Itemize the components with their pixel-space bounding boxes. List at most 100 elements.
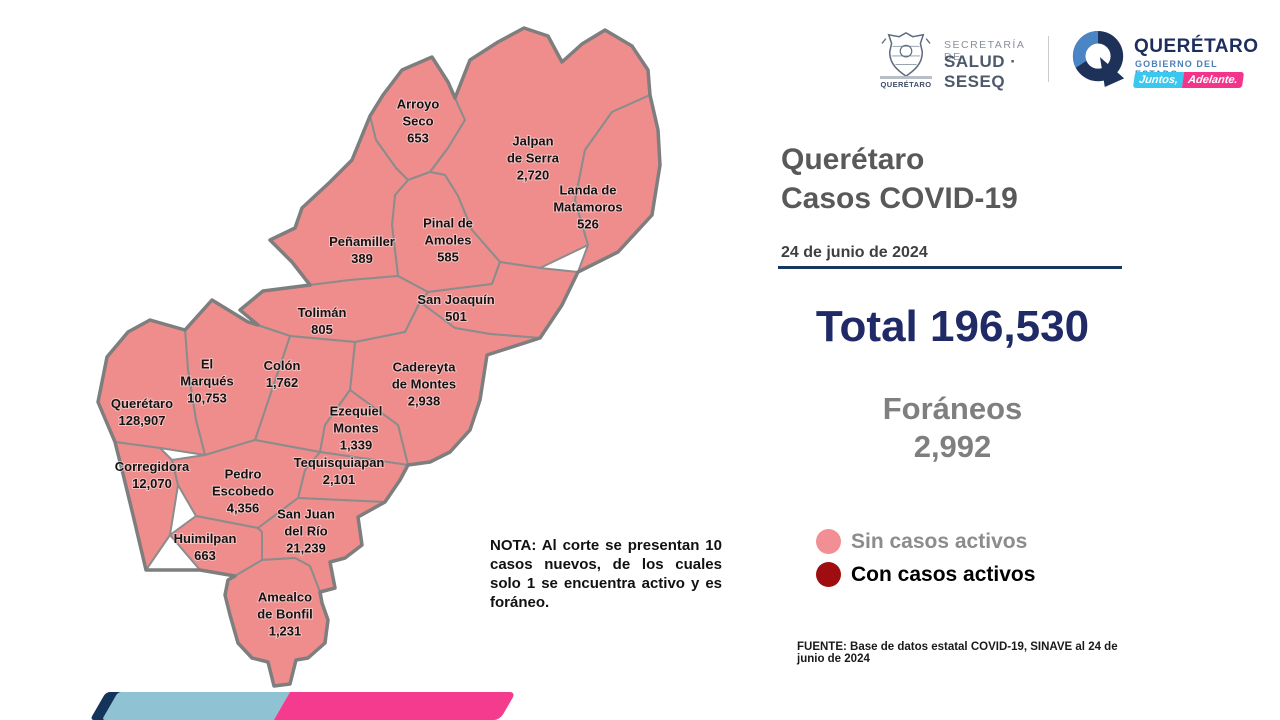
svg-text:Pinal de: Pinal de <box>423 216 473 231</box>
ribbon-pink-segment <box>273 692 516 720</box>
svg-text:501: 501 <box>445 309 467 324</box>
estado-wordmark: QUERÉTARO <box>1134 36 1259 57</box>
svg-text:2,720: 2,720 <box>517 168 550 183</box>
svg-text:1,231: 1,231 <box>269 624 302 639</box>
svg-text:128,907: 128,907 <box>119 413 166 428</box>
svg-text:663: 663 <box>194 548 216 563</box>
svg-text:Amealco: Amealco <box>258 590 312 605</box>
foraneos-value: 2,992 <box>913 429 992 464</box>
svg-text:Escobedo: Escobedo <box>212 484 274 499</box>
svg-text:Marqués: Marqués <box>180 374 233 389</box>
report-date: 24 de junio de 2024 <box>781 244 928 261</box>
svg-text:653: 653 <box>407 131 429 146</box>
svg-text:El: El <box>201 357 213 372</box>
secretaria-de-label: SECRETARÍA DE <box>944 39 1025 63</box>
svg-text:10,753: 10,753 <box>187 391 227 406</box>
svg-text:San Joaquín: San Joaquín <box>417 292 494 307</box>
gobierno-estado-logo: QUERÉTARO GOBIERNO DEL ESTADO Juntos, Ad… <box>1070 28 1258 92</box>
legend-swatch-con <box>816 562 841 587</box>
svg-text:Jalpan: Jalpan <box>512 134 553 149</box>
municipality-label-queretaro: Querétaro 128,907 <box>110 395 174 429</box>
map-legend: Sin casos activos Con casos activos <box>816 528 1035 594</box>
svg-text:Ezequiel: Ezequiel <box>330 404 383 419</box>
svg-text:Amoles: Amoles <box>425 233 472 248</box>
svg-text:526: 526 <box>577 217 599 232</box>
svg-text:Peñamiller: Peñamiller <box>329 234 395 249</box>
svg-text:Arroyo: Arroyo <box>397 97 440 112</box>
svg-text:Matamoros: Matamoros <box>553 200 622 215</box>
svg-text:Pedro: Pedro <box>225 467 262 482</box>
municipality-label-toliman: Tolimán 805 <box>297 304 348 338</box>
svg-text:Montes: Montes <box>333 421 379 436</box>
page-title-line1: Querétaro <box>781 143 925 176</box>
municipality-label-pedro-escobedo: Pedro Escobedo 4,356 <box>211 466 275 517</box>
salud-seseq-logo: QUERÉTARO SECRETARÍA DE SALUD · SESEQ <box>878 30 1043 92</box>
svg-text:12,070: 12,070 <box>132 476 172 491</box>
svg-text:Colón: Colón <box>264 358 301 373</box>
svg-text:de Serra: de Serra <box>507 151 560 166</box>
municipality-label-san-joaquin: San Joaquín 501 <box>416 291 495 325</box>
municipality-label-san-juan-del-rio: San Juan del Río 21,239 <box>276 506 336 557</box>
total-value: 196,530 <box>930 302 1090 351</box>
svg-text:Querétaro: Querétaro <box>111 396 173 411</box>
svg-text:Seco: Seco <box>402 114 433 129</box>
svg-text:2,101: 2,101 <box>323 472 356 487</box>
legend-row-sin-casos: Sin casos activos <box>816 528 1035 555</box>
svg-text:Corregidora: Corregidora <box>115 459 190 474</box>
state-outline <box>96 26 662 688</box>
svg-text:2,938: 2,938 <box>408 394 441 409</box>
page-title-line2: Casos COVID-19 <box>781 182 1018 215</box>
total-label: Total <box>815 302 918 351</box>
note-text: NOTA: Al corte se presentan 10 casos nue… <box>490 537 722 611</box>
svg-text:Tequisquiapan: Tequisquiapan <box>294 455 385 470</box>
legend-row-con-casos: Con casos activos <box>816 561 1035 588</box>
municipality-label-landa-de-matamoros: Landa de Matamoros 526 <box>552 182 623 233</box>
svg-text:de Montes: de Montes <box>392 377 456 392</box>
foraneos-label: Foráneos <box>882 391 1023 426</box>
juntos-adelante-badge: Juntos, Adelante. <box>1132 72 1244 88</box>
municipality-label-pinal-de-amoles: Pinal de Amoles 585 <box>422 215 474 266</box>
svg-text:del Río: del Río <box>284 524 327 539</box>
municipality-label-huimilpan: Huimilpan 663 <box>173 530 238 564</box>
svg-text:San Juan: San Juan <box>277 507 335 522</box>
municipality-amealco-de-bonfil <box>224 557 329 687</box>
svg-text:805: 805 <box>311 322 333 337</box>
ribbon-blue-segment <box>101 692 290 720</box>
total-cases: Total 196,530 <box>780 302 1125 352</box>
badge-adelante: Adelante. <box>1182 72 1244 88</box>
crest-state-name: QUERÉTARO <box>880 80 932 89</box>
municipality-label-arroyo-seco: Arroyo Seco 653 <box>396 96 441 147</box>
date-underline <box>778 266 1122 269</box>
page-title: Querétaro Casos COVID-19 <box>781 140 1018 218</box>
footer-ribbon <box>89 692 520 720</box>
svg-text:Landa de: Landa de <box>559 183 616 198</box>
svg-text:Tolimán: Tolimán <box>298 305 347 320</box>
svg-text:1,762: 1,762 <box>266 375 299 390</box>
logo-divider <box>1048 36 1049 82</box>
municipality-label-ezequiel-montes: Ezequiel Montes 1,339 <box>329 403 384 454</box>
svg-text:21,239: 21,239 <box>286 541 326 556</box>
badge-juntos: Juntos, <box>1132 72 1185 88</box>
legend-label-con: Con casos activos <box>851 562 1036 586</box>
svg-text:1,339: 1,339 <box>340 438 373 453</box>
municipality-label-corregidora: Corregidora 12,070 <box>114 458 191 492</box>
state-crest-icon <box>881 31 931 78</box>
svg-text:585: 585 <box>437 250 459 265</box>
legend-swatch-sin <box>816 529 841 554</box>
municipality-label-cadereyta-de-montes: Cadereyta de Montes 2,938 <box>391 359 457 410</box>
municipality-label-tequisquiapan: Tequisquiapan 2,101 <box>293 454 386 488</box>
salud-seseq-label: SALUD · SESEQ <box>944 52 1017 91</box>
svg-text:Cadereyta: Cadereyta <box>393 360 457 375</box>
legend-label-sin: Sin casos activos <box>851 529 1028 553</box>
svg-text:4,356: 4,356 <box>227 501 260 516</box>
municipality-label-el-marques: El Marqués 10,753 <box>179 356 234 407</box>
svg-text:de Bonfil: de Bonfil <box>257 607 313 622</box>
municipality-label-jalpan-de-serra: Jalpan de Serra 2,720 <box>506 133 561 184</box>
municipality-label-amealco-de-bonfil: Amealco de Bonfil 1,231 <box>256 589 314 640</box>
source-text: FUENTE: Base de datos estatal COVID-19, … <box>797 641 1118 665</box>
municipality-label-penamiller: Peñamiller 389 <box>328 233 396 267</box>
q-logo-icon <box>1072 30 1125 88</box>
svg-text:Huimilpan: Huimilpan <box>174 531 237 546</box>
municipality-label-colon: Colón 1,762 <box>263 357 302 391</box>
